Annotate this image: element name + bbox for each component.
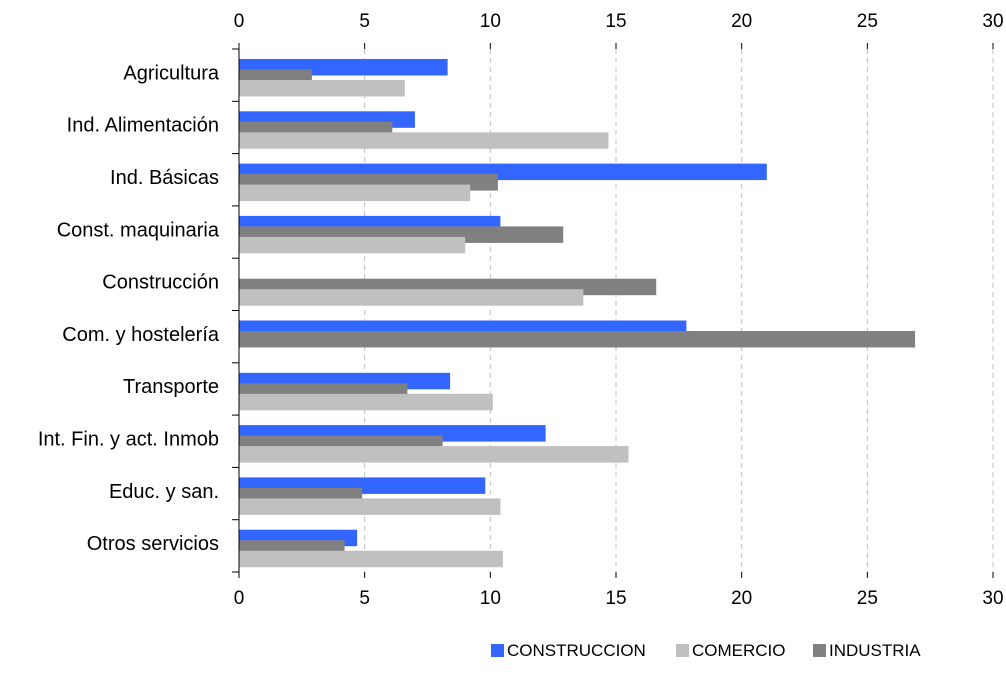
- bar-comercio: [239, 550, 503, 568]
- bar-comercio: [239, 289, 584, 306]
- top-tick-label: 30: [982, 11, 1003, 32]
- bottom-tick-labels: 0 5 10 15 20 25 30: [234, 588, 1004, 609]
- category-label: Educ. y san.: [109, 481, 219, 503]
- bottom-tick-label: 30: [982, 588, 1003, 609]
- top-tick-label: 5: [359, 11, 370, 32]
- legend-label-industria: INDUSTRIA: [829, 641, 921, 660]
- top-tick-label: 10: [480, 11, 501, 32]
- bottom-tick-label: 5: [359, 588, 370, 609]
- legend-swatch-comercio: [676, 644, 689, 657]
- top-tick-label: 15: [605, 11, 626, 32]
- bottom-tick-label: 10: [480, 588, 501, 609]
- bottom-tick-label: 15: [605, 588, 626, 609]
- bar-industria: [239, 331, 916, 348]
- bar-comercio: [239, 498, 501, 515]
- top-tick-label: 20: [731, 11, 752, 32]
- top-tick-labels: 0 5 10 15 20 25 30: [234, 11, 1004, 32]
- bar-comercio: [239, 80, 405, 97]
- top-tick-label: 25: [857, 11, 878, 32]
- legend-label-construccion: CONSTRUCCION: [507, 641, 646, 660]
- category-labels: Agricultura Ind. Alimentación Ind. Básicas…: [38, 62, 220, 555]
- bottom-tick-label: 25: [857, 588, 878, 609]
- category-label: Ind. Básicas: [110, 167, 219, 189]
- category-label: Int. Fin. y act. Inmob: [38, 429, 219, 451]
- top-tick-label: 0: [234, 11, 245, 32]
- category-label: Construcción: [102, 272, 219, 294]
- category-label: Const. maquinaria: [57, 219, 220, 241]
- bars: [239, 59, 916, 568]
- bar-comercio: [239, 393, 493, 411]
- category-label: Ind. Alimentación: [67, 115, 219, 137]
- axes: [232, 43, 994, 578]
- bar-comercio: [239, 184, 471, 202]
- bottom-tick-label: 20: [731, 588, 752, 609]
- bar-comercio: [239, 132, 609, 149]
- category-label: Com. y hostelería: [62, 324, 220, 346]
- bottom-tick-label: 0: [234, 588, 245, 609]
- category-label: Otros servicios: [87, 533, 219, 555]
- category-label: Transporte: [123, 376, 219, 398]
- legend-label-comercio: COMERCIO: [692, 641, 786, 660]
- bar-comercio: [239, 446, 629, 463]
- legend-swatch-construccion: [491, 644, 504, 657]
- legend: CONSTRUCCION COMERCIO INDUSTRIA: [491, 641, 921, 660]
- bar-comercio: [239, 236, 466, 254]
- legend-swatch-industria: [813, 644, 826, 657]
- category-label: Agricultura: [123, 62, 219, 84]
